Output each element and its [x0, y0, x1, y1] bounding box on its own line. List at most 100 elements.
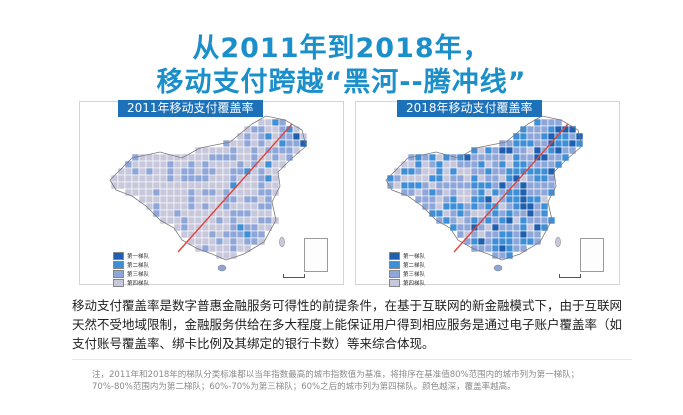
region-cell — [449, 167, 458, 176]
hainan-island — [217, 264, 227, 272]
region-cell — [547, 118, 556, 127]
region-cell — [421, 181, 430, 190]
region-cell — [222, 244, 231, 253]
region-cell — [442, 202, 451, 211]
region-cell — [435, 174, 444, 183]
region-cell — [505, 160, 514, 169]
region-cell — [540, 125, 549, 134]
region-cell — [222, 216, 231, 225]
region-cell — [264, 167, 273, 176]
region-cell — [159, 181, 168, 190]
region-cell — [470, 216, 479, 225]
region-cell — [540, 209, 549, 218]
region-cell — [498, 209, 507, 218]
region-cell — [138, 160, 147, 169]
region-cell — [435, 209, 444, 218]
region-cell — [264, 181, 273, 190]
region-cell — [498, 223, 507, 232]
region-cell — [124, 181, 133, 190]
legend-swatch — [113, 279, 124, 287]
map-panel-2018: 2018年移动支付覆盖率 第一梯队 第二梯队 第三梯队 第四梯队 — [355, 100, 620, 287]
country-outline — [385, 115, 583, 261]
region-cell — [250, 195, 259, 204]
region-cell — [236, 188, 245, 197]
region-cell — [477, 146, 486, 155]
region-cell — [442, 188, 451, 197]
map-regions — [110, 118, 308, 260]
region-cell — [166, 174, 175, 183]
region-cell — [526, 209, 535, 218]
region-cell — [173, 209, 182, 218]
region-cell — [180, 223, 189, 232]
region-cell — [512, 209, 521, 218]
region-cell — [547, 188, 556, 197]
region-cell — [187, 188, 196, 197]
region-cell — [194, 237, 203, 246]
region-cell — [159, 153, 168, 162]
region-cell — [180, 167, 189, 176]
region-cell — [540, 167, 549, 176]
region-cell — [449, 202, 458, 211]
region-cell — [208, 188, 217, 197]
region-cell — [428, 181, 437, 190]
region-cell — [561, 139, 570, 148]
region-cell — [215, 223, 224, 232]
region-cell — [159, 160, 168, 169]
region-cell — [250, 153, 259, 162]
region-cell — [442, 160, 451, 169]
region-cell — [201, 209, 210, 218]
region-cell — [519, 237, 528, 246]
region-cell — [505, 167, 514, 176]
region-cell — [407, 167, 416, 176]
region-cell — [250, 209, 259, 218]
region-cell — [236, 223, 245, 232]
region-cell — [187, 160, 196, 169]
legend-item: 第四梯队 — [113, 279, 149, 287]
region-cell — [292, 132, 301, 141]
region-cell — [152, 195, 161, 204]
legend-label: 第一梯队 — [127, 254, 150, 260]
region-cell — [442, 167, 451, 176]
region-cell — [512, 153, 521, 162]
region-cell — [257, 146, 266, 155]
divider — [72, 359, 632, 360]
region-cell — [491, 230, 500, 239]
region-cell — [229, 209, 238, 218]
region-cell — [250, 230, 259, 239]
region-cell — [257, 202, 266, 211]
region-cell — [243, 230, 252, 239]
region-cell — [236, 146, 245, 155]
region-cell — [229, 167, 238, 176]
china-map-2018 — [385, 115, 584, 272]
region-cell — [145, 160, 154, 169]
legend-label: 第二梯队 — [127, 263, 150, 269]
region-cell — [463, 202, 472, 211]
region-cell — [456, 209, 465, 218]
region-cell — [138, 167, 147, 176]
region-cell — [519, 132, 528, 141]
region-cell — [519, 160, 528, 169]
region-cell — [519, 188, 528, 197]
title-line-1: 从2011年到2018年， — [192, 33, 491, 64]
region-cell — [449, 195, 458, 204]
region-cell — [456, 167, 465, 176]
region-cell — [456, 188, 465, 197]
region-cell — [159, 167, 168, 176]
region-cell — [400, 174, 409, 183]
region-cell — [187, 167, 196, 176]
map-label-2011: 2011年移动支付覆盖率 — [118, 100, 263, 117]
region-cell — [215, 160, 224, 169]
region-cell — [449, 160, 458, 169]
region-cell — [271, 181, 280, 190]
region-cell — [428, 167, 437, 176]
region-cell — [152, 160, 161, 169]
region-cell — [152, 174, 161, 183]
region-cell — [201, 230, 210, 239]
region-cell — [407, 181, 416, 190]
region-cell — [421, 174, 430, 183]
region-cell — [194, 202, 203, 211]
region-cell — [250, 132, 259, 141]
region-cell — [435, 153, 444, 162]
region-cell — [215, 188, 224, 197]
region-cell — [194, 188, 203, 197]
